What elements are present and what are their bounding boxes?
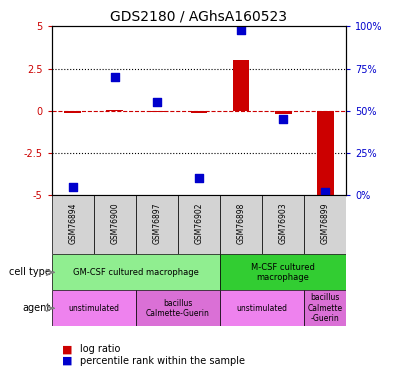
Text: ■: ■ (62, 356, 73, 366)
Text: GSM76899: GSM76899 (321, 202, 330, 244)
Bar (220, 290, 304, 326)
Point (238, 27, 244, 33)
Text: unstimulated: unstimulated (68, 304, 119, 313)
Point (196, 176, 202, 181)
Bar (233, 60, 250, 111)
Bar (191, 111, 207, 113)
Text: GSM76894: GSM76894 (68, 202, 77, 244)
Bar (220, 195, 262, 254)
Text: cell type: cell type (9, 267, 51, 278)
Point (280, 116, 286, 122)
Point (112, 74, 118, 80)
Title: GDS2180 / AGhsA160523: GDS2180 / AGhsA160523 (111, 10, 287, 24)
Text: GSM76900: GSM76900 (110, 202, 119, 244)
Bar (52, 254, 220, 290)
Bar (94, 195, 136, 254)
Text: GSM76897: GSM76897 (152, 202, 162, 244)
Text: GM-CSF cultured macrophage: GM-CSF cultured macrophage (73, 268, 199, 277)
Text: percentile rank within the sample: percentile rank within the sample (80, 356, 245, 366)
Bar (220, 254, 346, 290)
Bar (304, 290, 346, 326)
Bar (52, 290, 136, 326)
Text: GSM76898: GSM76898 (236, 202, 246, 244)
Bar (136, 290, 220, 326)
Text: log ratio: log ratio (80, 344, 120, 354)
Text: bacillus
Calmette-Guerin: bacillus Calmette-Guerin (146, 298, 210, 318)
Bar (136, 195, 178, 254)
Text: GSM76903: GSM76903 (279, 202, 288, 244)
Bar (262, 195, 304, 254)
Text: GSM76902: GSM76902 (195, 202, 203, 244)
Text: bacillus
Calmette
-Guerin: bacillus Calmette -Guerin (308, 293, 343, 323)
Bar (52, 195, 94, 254)
Point (70, 184, 76, 190)
Point (154, 99, 160, 105)
Bar (106, 110, 123, 111)
Bar (304, 195, 346, 254)
Text: ■: ■ (62, 344, 73, 354)
Bar (275, 111, 292, 114)
Bar (148, 111, 165, 112)
Bar (64, 111, 81, 113)
Point (322, 189, 328, 195)
Bar (178, 195, 220, 254)
Text: agent: agent (23, 303, 51, 313)
Text: M-CSF cultured
macrophage: M-CSF cultured macrophage (251, 262, 315, 282)
Text: unstimulated: unstimulated (237, 304, 288, 313)
Bar (317, 111, 334, 195)
